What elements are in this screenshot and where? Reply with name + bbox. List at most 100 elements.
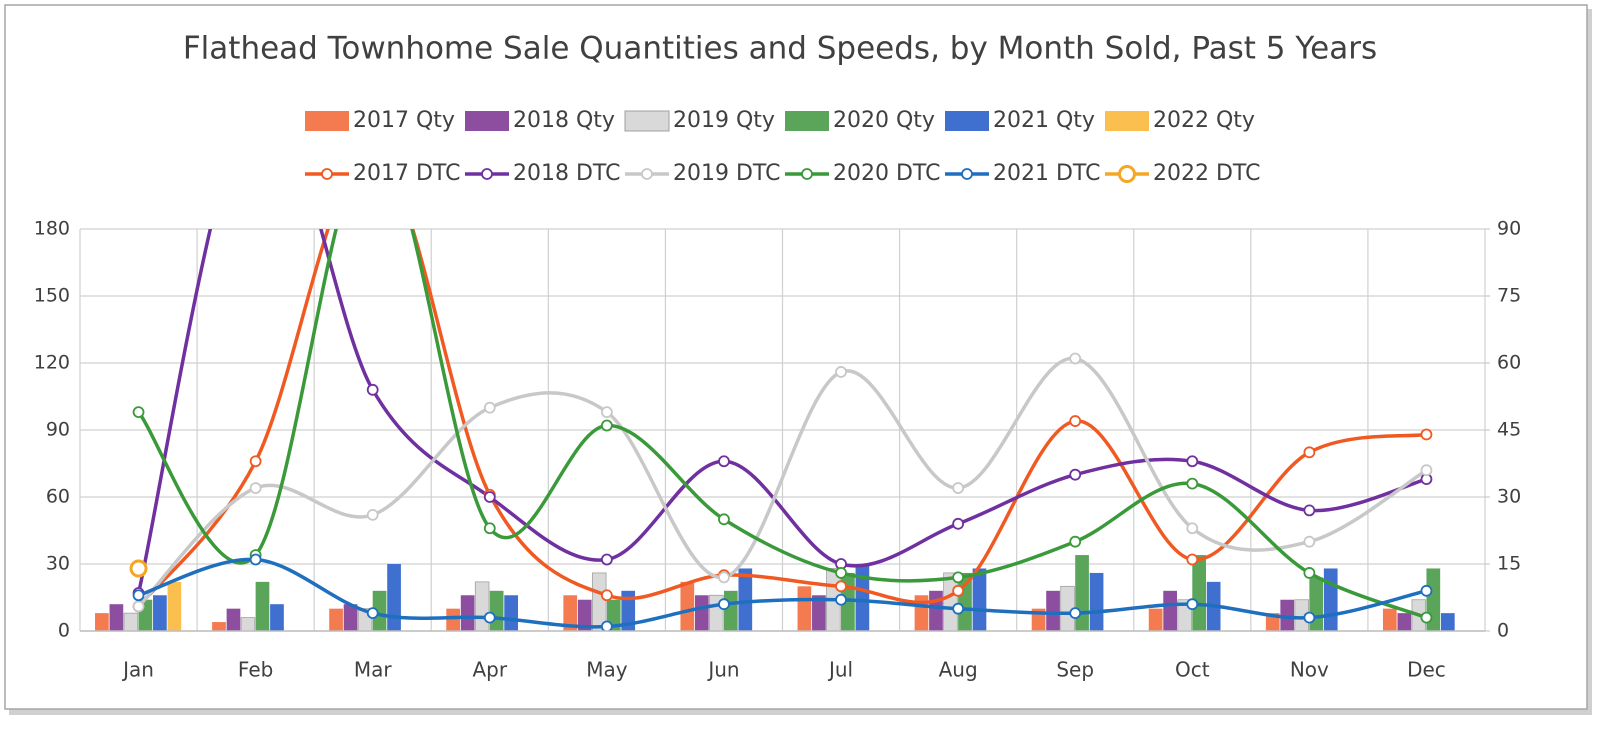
bar (167, 581, 182, 631)
point (600, 553, 613, 566)
x-tick-label: Jun (706, 658, 739, 682)
bar (123, 612, 139, 632)
point (718, 598, 730, 611)
legend-swatch (465, 111, 509, 131)
y-tick-label: 60 (46, 486, 70, 508)
point (835, 366, 847, 378)
legend-label: 2019 DTC (673, 161, 780, 186)
bar (738, 568, 753, 631)
point (1303, 446, 1316, 459)
legend-label: 2018 DTC (513, 161, 620, 186)
y2-tick-label: 60 (1497, 352, 1521, 374)
point (1069, 607, 1082, 620)
bar (929, 590, 943, 631)
point (366, 508, 379, 521)
point (1069, 535, 1082, 548)
point (249, 482, 262, 494)
point (1303, 535, 1316, 548)
point (952, 482, 965, 494)
bar (1089, 572, 1104, 631)
point (483, 522, 496, 535)
y2-tick-label: 75 (1497, 285, 1521, 307)
point (600, 589, 613, 602)
bar (270, 604, 284, 631)
x-tick-label: Feb (238, 658, 273, 682)
legend-label: 2018 Qty (513, 108, 615, 133)
point (1069, 415, 1082, 427)
bar (1148, 608, 1163, 631)
frame (4, 4, 1588, 710)
x-tick-label: May (586, 658, 628, 682)
legend-label: 2021 Qty (993, 108, 1095, 133)
bar (109, 604, 124, 631)
legend-marker (1118, 165, 1136, 183)
bar (1280, 599, 1295, 631)
point (835, 593, 847, 606)
legend-label: 2020 Qty (833, 108, 935, 133)
bar (212, 622, 226, 631)
point (132, 589, 145, 602)
y2-tick-label: 15 (1497, 553, 1521, 575)
point (132, 600, 145, 613)
x-tick-label: Jan (121, 658, 154, 682)
lines (129, 229, 1433, 631)
x-tick-label: Apr (472, 658, 507, 682)
bar (255, 581, 270, 631)
y-tick-label: 30 (46, 553, 70, 575)
x-tick-label: Jul (827, 658, 853, 682)
bar (329, 608, 343, 631)
point (600, 419, 613, 432)
y2-tick-label: 90 (1497, 218, 1521, 240)
point (718, 513, 730, 526)
point (718, 455, 730, 468)
point (718, 571, 730, 584)
point (1420, 584, 1433, 597)
bar (343, 604, 358, 631)
bar (972, 568, 987, 631)
bar (460, 595, 475, 631)
bar (387, 564, 401, 631)
bar (95, 613, 109, 631)
bar (1440, 613, 1455, 631)
bar (1397, 613, 1412, 631)
legend-label: 2022 DTC (1153, 161, 1260, 186)
bar (797, 586, 812, 631)
y-tick-label: 180 (34, 218, 70, 240)
x-tick-label: Dec (1407, 658, 1446, 682)
y-tick-label: 0 (58, 620, 70, 642)
legend-label: 2021 DTC (993, 161, 1100, 186)
point (1420, 611, 1433, 624)
bar (694, 595, 709, 631)
bar (577, 599, 592, 631)
bar (1323, 568, 1338, 631)
point (249, 553, 262, 566)
y-tick-label: 150 (34, 285, 70, 307)
point (483, 401, 496, 414)
bar (855, 564, 870, 631)
chart-title: Flathead Townhome Sale Quantities and Sp… (183, 31, 1377, 67)
point (249, 455, 262, 468)
point (1186, 455, 1199, 468)
bar (240, 617, 256, 632)
point (600, 620, 613, 631)
y-tick-label: 90 (46, 419, 70, 441)
line (137, 229, 1428, 620)
point (600, 406, 613, 419)
point (835, 567, 847, 579)
legend: 2017 Qty 2018 Qty 2019 Qty 2020 Qty 2021 Qty… (305, 108, 1260, 186)
point (129, 559, 148, 578)
legend-label: 2020 DTC (833, 161, 940, 186)
legend-swatch (945, 111, 989, 131)
x-tick-label: Sep (1056, 658, 1094, 682)
x-tick-label: Mar (354, 658, 393, 682)
legend-label: 2022 Qty (1153, 108, 1255, 133)
point (835, 580, 847, 593)
x-tick-label: Aug (939, 658, 978, 682)
bar (1075, 555, 1089, 631)
point (366, 607, 379, 620)
point (952, 571, 965, 584)
point (483, 491, 496, 503)
point (1186, 553, 1199, 566)
bar (1192, 555, 1206, 631)
